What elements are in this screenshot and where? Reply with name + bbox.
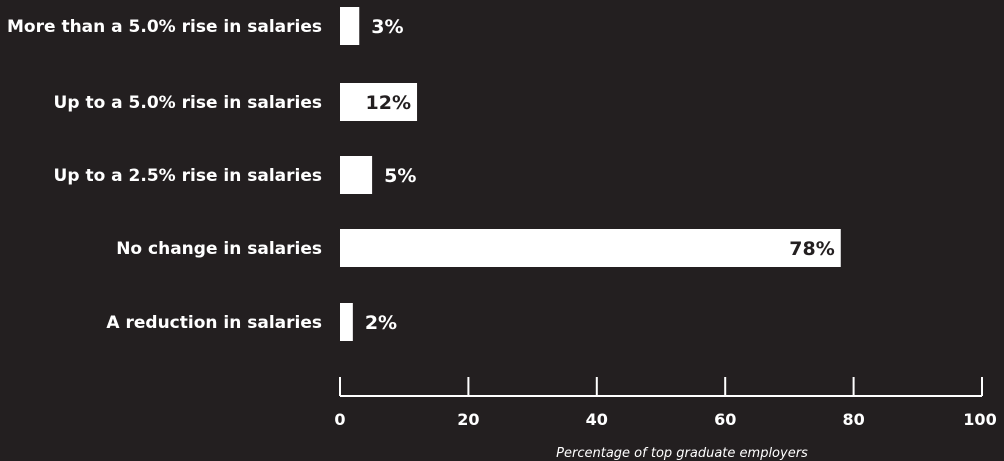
category-label: No change in salaries — [116, 239, 322, 259]
bars-layer — [340, 7, 841, 341]
category-label: Up to a 5.0% rise in salaries — [54, 93, 322, 113]
x-tick-label: 80 — [842, 410, 864, 429]
bar — [340, 156, 373, 194]
category-label: A reduction in salaries — [106, 313, 322, 333]
x-axis-title: Percentage of top graduate employers — [556, 446, 808, 461]
value-label: 2% — [365, 312, 397, 334]
value-label: 12% — [366, 92, 411, 114]
bar — [340, 303, 353, 341]
x-tick-label: 40 — [586, 410, 608, 429]
value-label: 5% — [384, 165, 416, 187]
x-tick-label: 20 — [457, 410, 479, 429]
x-tick-label: 60 — [714, 410, 736, 429]
bar — [340, 229, 841, 267]
category-label: More than a 5.0% rise in salaries — [7, 17, 322, 37]
category-label: Up to a 2.5% rise in salaries — [54, 166, 322, 186]
bar — [340, 7, 360, 45]
bar — [340, 83, 418, 121]
value-label: 78% — [789, 238, 834, 260]
category-labels: More than a 5.0% rise in salaries Up to a… — [7, 17, 322, 333]
value-label: 3% — [371, 16, 403, 38]
x-tick-label: 100 — [963, 410, 996, 429]
x-axis: 0 20 40 60 80 100 — [334, 377, 997, 429]
x-tick-label: 0 — [334, 410, 345, 429]
value-labels: 3% 12% 5% 78% 2% — [365, 16, 835, 334]
